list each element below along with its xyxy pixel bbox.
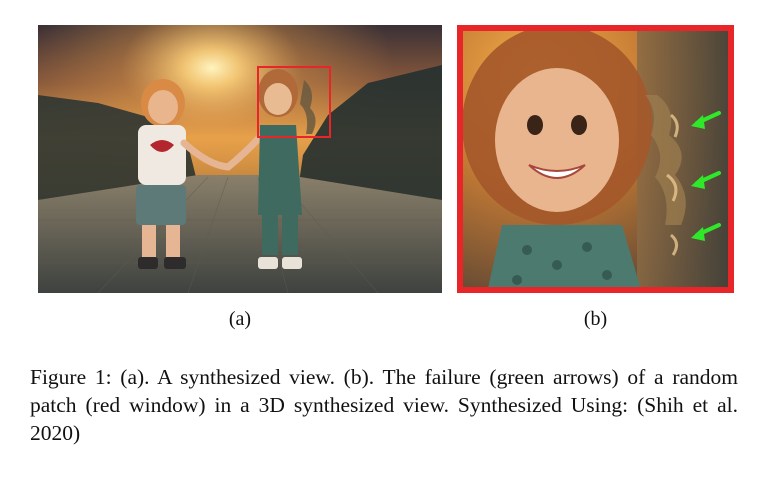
figure-caption: Figure 1: (a). A synthesized view. (b). … (30, 365, 738, 445)
subfigure-a-label: (a) (228, 308, 252, 330)
red-window-border (457, 25, 734, 293)
failure-arrows (691, 111, 721, 241)
random-patch-window (257, 66, 331, 138)
subfigure-b-label: (b) (583, 308, 608, 330)
zoomed-patch-image (457, 25, 734, 293)
synthesized-view-image (38, 25, 442, 293)
